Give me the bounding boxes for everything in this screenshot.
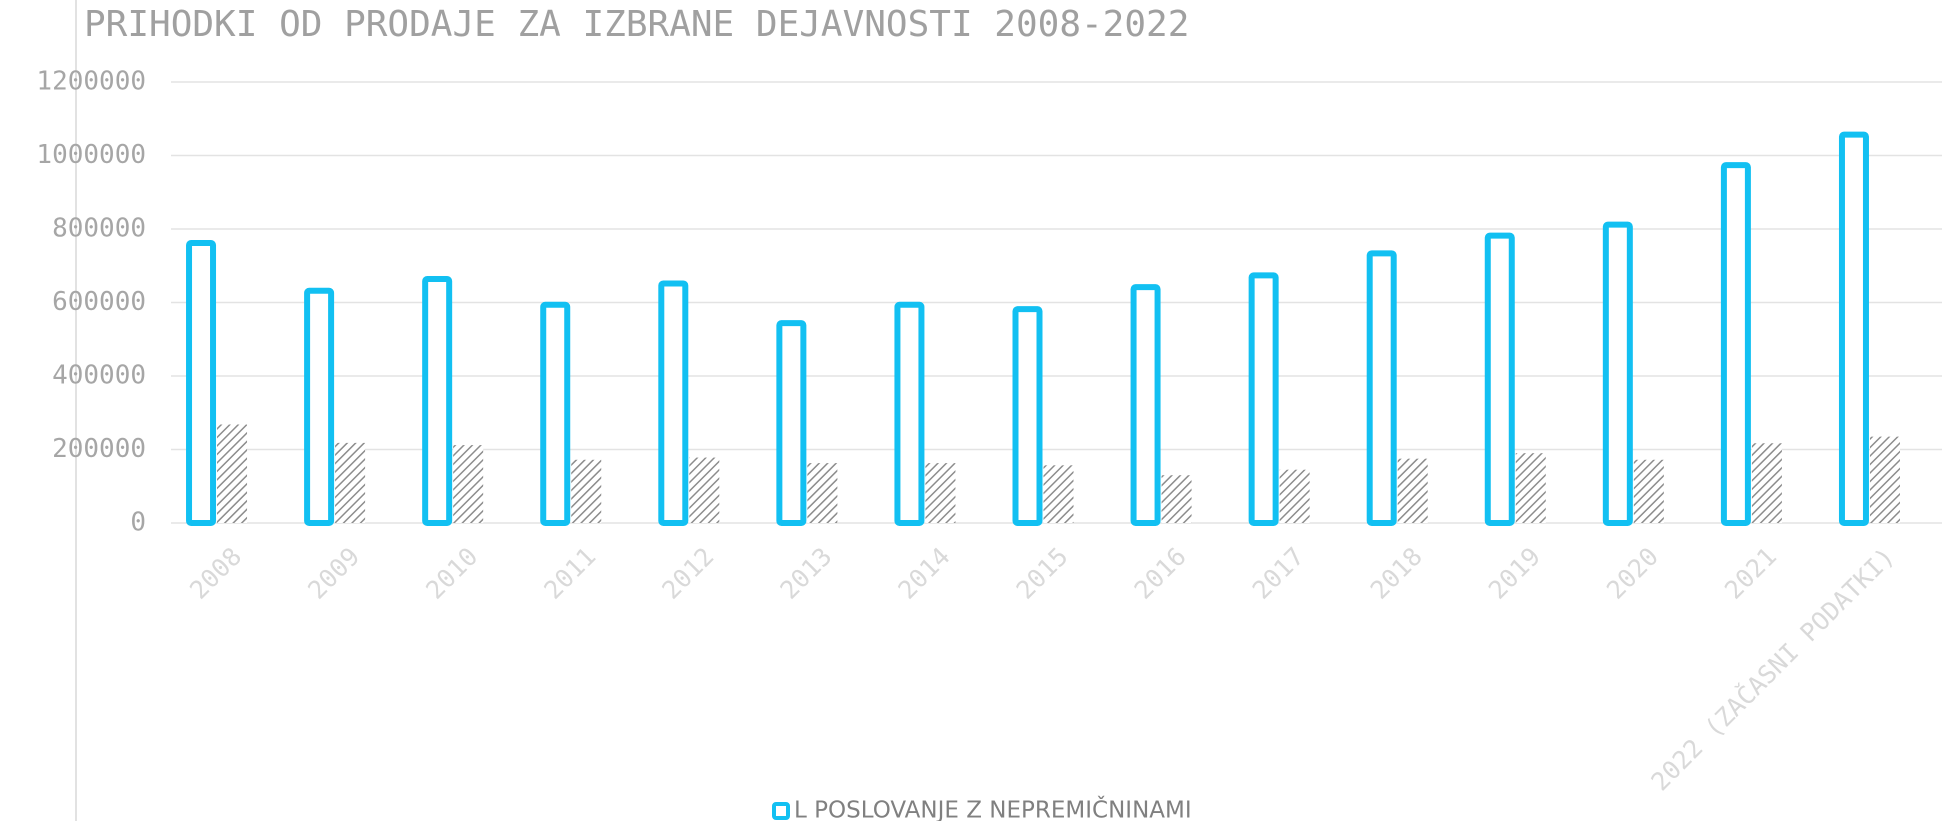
x-tick-label: 2009	[302, 542, 365, 605]
bar	[1720, 162, 1751, 527]
bar	[304, 287, 335, 526]
bar	[1161, 475, 1192, 523]
x-tick-label: 2011	[538, 542, 601, 605]
x-tick-label: 2015	[1011, 542, 1074, 605]
y-tick-label: 400000	[52, 361, 146, 391]
bar	[422, 276, 453, 527]
bar	[658, 280, 689, 527]
x-tick-label: 2019	[1483, 542, 1546, 605]
x-tick-label: 2016	[1129, 542, 1192, 605]
bar	[540, 301, 571, 527]
y-tick-label: 1200000	[36, 67, 146, 97]
y-tick-label: 0	[130, 508, 146, 538]
y-tick-label: 800000	[52, 214, 146, 244]
x-tick-label: 2008	[184, 542, 247, 605]
legend-swatch	[772, 802, 790, 820]
bar	[807, 463, 838, 523]
bar	[689, 457, 720, 523]
bar	[1130, 284, 1161, 526]
bar	[186, 240, 217, 526]
x-tick-label: 2021	[1719, 542, 1782, 605]
bar	[217, 424, 248, 523]
x-tick-label: 2020	[1601, 542, 1664, 605]
y-tick-label: 200000	[52, 434, 146, 464]
bar	[1279, 469, 1310, 523]
bar	[1484, 232, 1515, 527]
bar	[1869, 436, 1900, 523]
bar	[1633, 459, 1664, 523]
x-tick-label: 2022 (ZAČASNI PODATKI)	[1645, 541, 1900, 796]
bar	[335, 442, 366, 523]
x-tick-label: 2018	[1365, 542, 1428, 605]
bar	[1043, 465, 1074, 523]
bar	[1602, 221, 1633, 526]
x-tick-label: 2012	[656, 542, 719, 605]
bar	[776, 320, 807, 527]
bar	[1012, 306, 1043, 526]
x-tick-label: 2017	[1247, 542, 1310, 605]
bar	[1366, 250, 1397, 526]
bar	[925, 463, 956, 523]
x-tick-label: 2013	[774, 542, 837, 605]
chart-title: PRIHODKI OD PRODAJE ZA IZBRANE DEJAVNOST…	[84, 4, 1189, 45]
x-tick-label: 2014	[893, 542, 956, 605]
y-tick-label: 600000	[52, 287, 146, 317]
x-tick-label: 2010	[420, 542, 483, 605]
y-tick-label: 1000000	[36, 140, 146, 170]
bar	[1397, 458, 1428, 523]
legend-label: L POSLOVANJE Z NEPREMIČNINAMI	[794, 796, 1192, 821]
bar	[571, 459, 602, 523]
bar	[453, 445, 484, 523]
bar	[1248, 272, 1279, 526]
bar	[1838, 131, 1869, 527]
bar	[1751, 443, 1782, 523]
bar	[894, 301, 925, 527]
bar	[1515, 453, 1546, 523]
